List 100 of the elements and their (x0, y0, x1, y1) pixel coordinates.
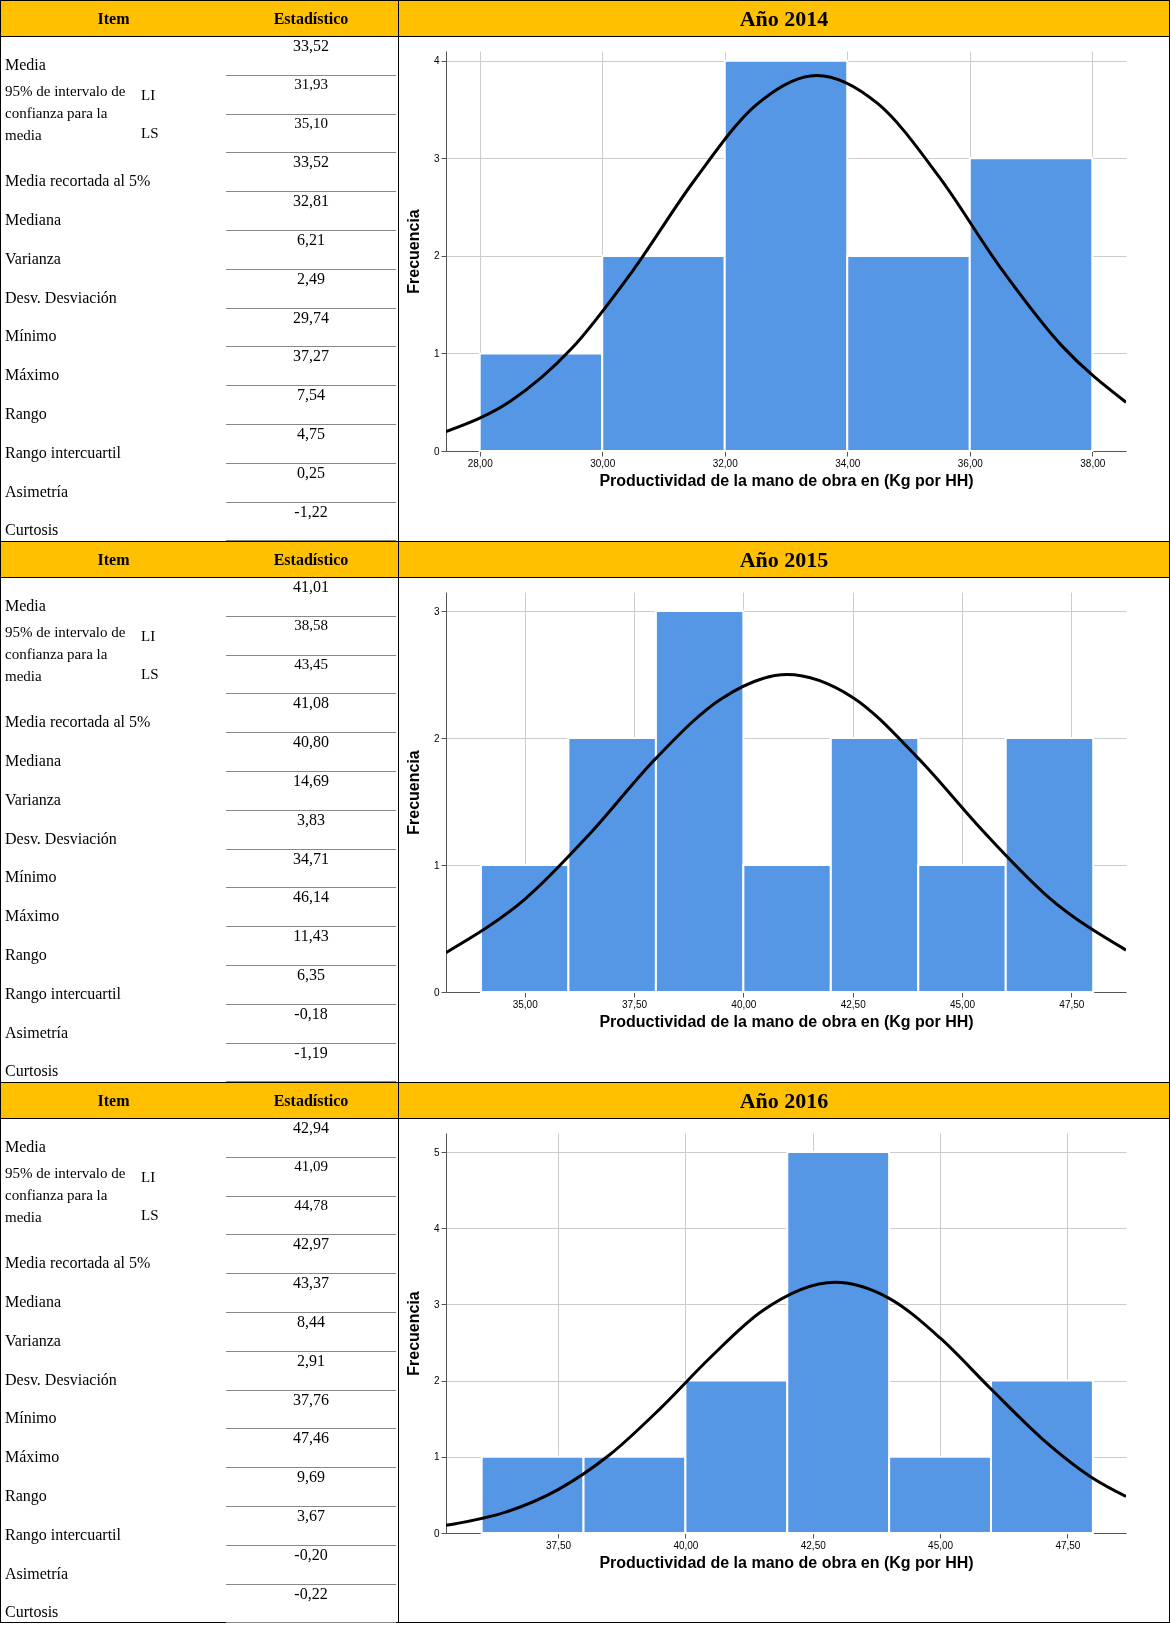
x-tick-label: 37,50 (622, 998, 648, 1010)
y-tick-label: 0 (433, 986, 440, 998)
x-tick-label: 38,00 (1080, 457, 1106, 469)
text: 47,46 (226, 1429, 396, 1469)
y-axis-title: Frecuencia (404, 750, 422, 835)
text: 95% de intervalo de confianza para la media (4, 622, 127, 686)
y-tick-label: 2 (433, 1375, 440, 1387)
text: Estadístico (272, 9, 350, 28)
x-tick-label: 34,00 (835, 457, 861, 469)
text: 42,97 (226, 1235, 396, 1275)
y-axis-title: Frecuencia (404, 1291, 422, 1376)
text: 35,10 (226, 114, 396, 154)
y-tick-label: 1 (433, 1451, 440, 1463)
y-tick-label: 3 (433, 1298, 440, 1310)
text: 32,81 (226, 192, 396, 231)
y-tick-label: 5 (433, 1146, 440, 1158)
text: 2,91 (226, 1351, 396, 1391)
text: Mediana (4, 751, 62, 771)
text: 33,52 (226, 153, 396, 193)
text: 95% de intervalo de confianza para la media (4, 81, 127, 145)
text: Media recortada al 5% (4, 712, 152, 733)
x-tick-label: 32,00 (712, 457, 739, 469)
x-tick-label: 42,50 (800, 1539, 827, 1551)
text: Asimetría (4, 1563, 70, 1584)
x-tick-label: 47,50 (1055, 1539, 1081, 1551)
text: 7,54 (226, 386, 396, 425)
x-tick-label: 40,00 (731, 998, 757, 1010)
chart-title: Año 2014 (399, 1, 1169, 37)
text: Rango intercuartil (4, 442, 122, 464)
text: Varianza (4, 789, 62, 810)
text: 37,27 (226, 347, 396, 387)
text: 42,94 (226, 1119, 396, 1158)
text: 11,43 (226, 927, 396, 966)
text: 46,14 (226, 888, 396, 928)
text: 29,74 (226, 308, 396, 348)
x-tick-label: 42,50 (840, 998, 867, 1010)
y-tick-label: 3 (433, 152, 440, 164)
text: 37,76 (226, 1390, 396, 1430)
text: Rango (4, 944, 48, 966)
y-tick-label: 2 (433, 250, 440, 262)
text: 34,71 (226, 849, 396, 889)
text: Desv. Desviación (4, 1369, 118, 1390)
text: Media recortada al 5% (4, 1253, 152, 1274)
text: Curtosis (4, 1061, 60, 1082)
text: 41,08 (226, 694, 396, 734)
x-tick-label: 37,50 (546, 1539, 572, 1551)
y-axis-title: Frecuencia (404, 209, 422, 294)
text: Item (96, 550, 131, 569)
text: 3,83 (226, 810, 396, 850)
text: Varianza (4, 248, 62, 269)
text: Máximo (4, 365, 61, 386)
text: Mínimo (4, 1408, 58, 1429)
text: LS (141, 124, 160, 144)
text: 95% de intervalo de confianza para la media (4, 1163, 127, 1227)
x-tick-label: 30,00 (590, 457, 616, 469)
text: 40,80 (226, 733, 396, 772)
text: 8,44 (226, 1312, 396, 1352)
text: Curtosis (4, 520, 60, 541)
y-tick-label: 0 (433, 1527, 440, 1539)
text: LI (141, 85, 157, 105)
text: Media (4, 1136, 47, 1157)
text: Varianza (4, 1330, 62, 1351)
text: -0,22 (226, 1584, 396, 1624)
text: 43,37 (226, 1274, 396, 1313)
text: 4,75 (226, 424, 396, 464)
text: LS (141, 665, 160, 685)
text: -1,22 (226, 502, 396, 542)
text: 33,52 (226, 37, 396, 76)
chart-title: Año 2016 (399, 1083, 1169, 1119)
x-tick-label: 40,00 (673, 1539, 699, 1551)
text: Rango intercuartil (4, 983, 122, 1005)
x-tick-label: 47,50 (1059, 998, 1085, 1010)
y-tick-label: 1 (433, 859, 440, 871)
text: Asimetría (4, 1022, 70, 1043)
text: 6,21 (226, 230, 396, 270)
text: -0,20 (226, 1545, 396, 1585)
text: 6,35 (226, 965, 396, 1005)
x-tick-label: 45,00 (950, 998, 976, 1010)
text: Item (96, 9, 131, 28)
x-tick-label: 35,00 (512, 998, 539, 1010)
x-tick-label: 36,00 (957, 457, 984, 469)
text: Estadístico (272, 550, 350, 569)
text: -0,18 (226, 1004, 396, 1044)
text: 38,58 (226, 616, 396, 656)
text: 44,78 (226, 1196, 396, 1236)
text: Mínimo (4, 326, 58, 347)
text: Desv. Desviación (4, 828, 118, 849)
text: Curtosis (4, 1602, 60, 1623)
text: Desv. Desviación (4, 287, 118, 308)
y-tick-label: 4 (433, 1222, 440, 1234)
text: Item (96, 1091, 131, 1110)
x-tick-label: 45,00 (928, 1539, 954, 1551)
text: 41,09 (226, 1157, 396, 1197)
text: 2,49 (226, 269, 396, 309)
text: LI (141, 1167, 157, 1187)
x-tick-label: 28,00 (467, 457, 494, 469)
text: -1,19 (226, 1043, 396, 1083)
text: Rango (4, 1485, 48, 1507)
text: 9,69 (226, 1468, 396, 1507)
text: Rango (4, 403, 48, 425)
